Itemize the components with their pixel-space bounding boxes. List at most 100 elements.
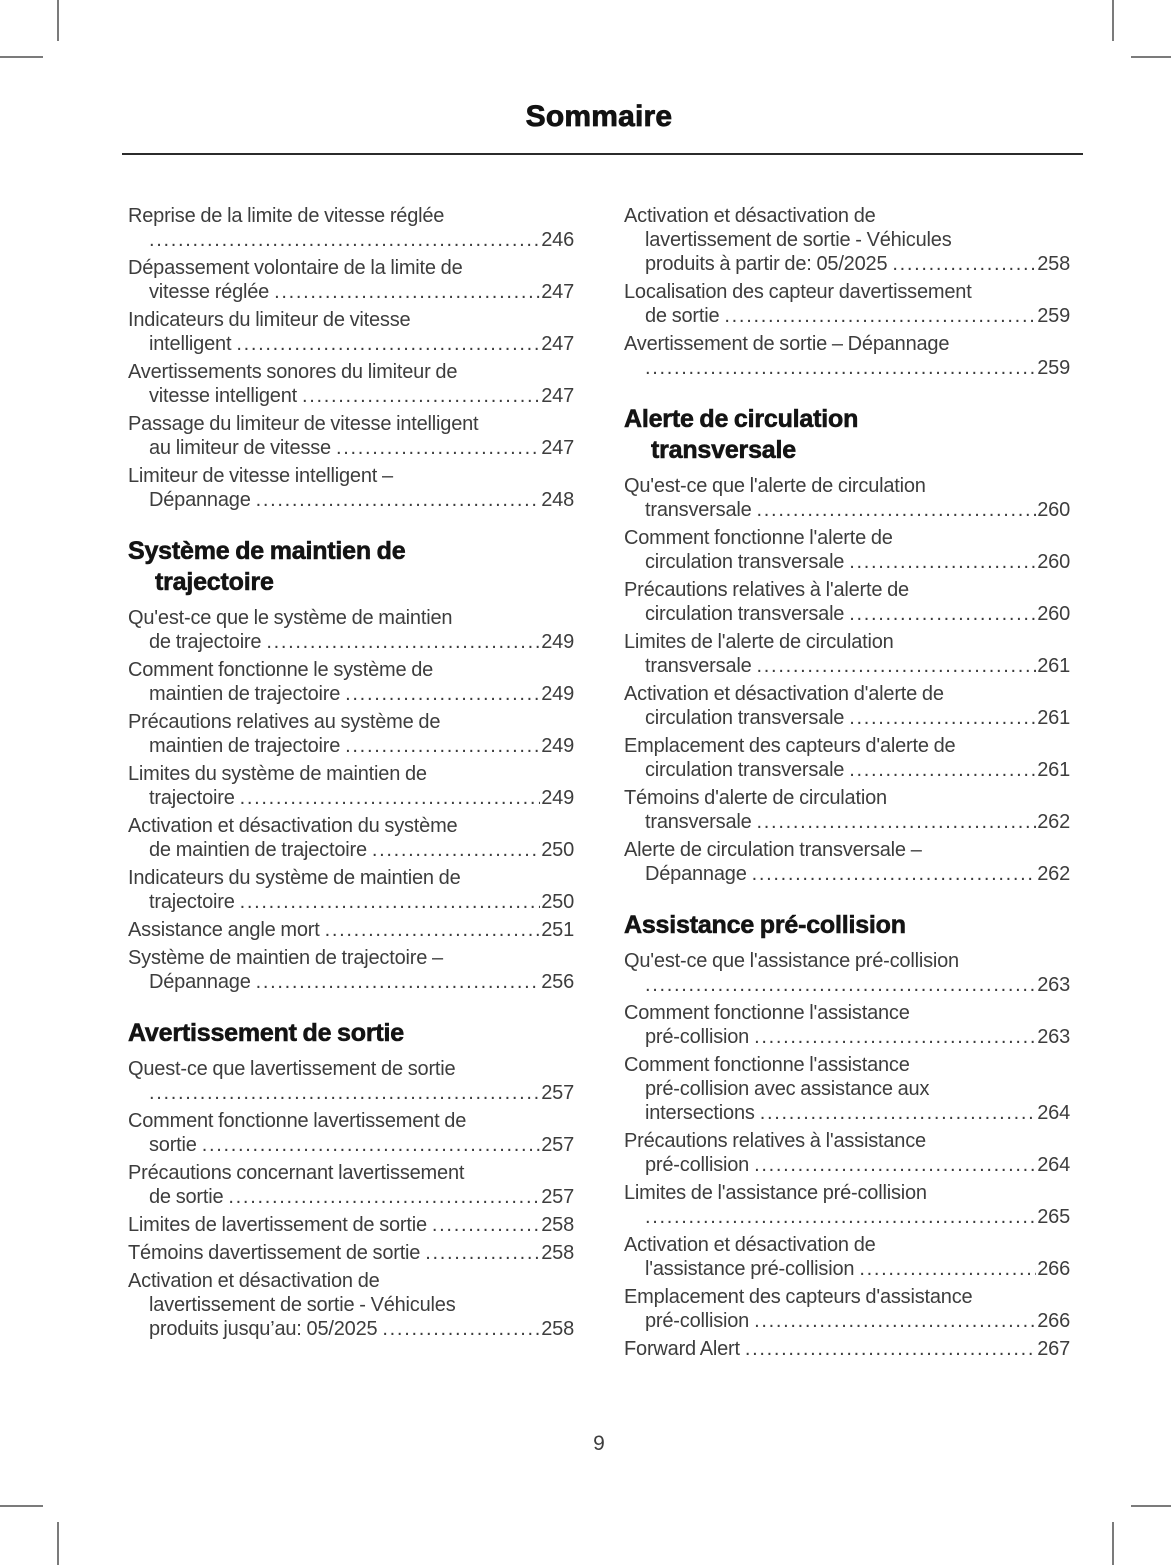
entry-text: vitesse intelligent [149, 385, 298, 407]
page-ref: 258 [1037, 253, 1070, 275]
entry-last-line: 263 [624, 973, 1070, 997]
dot-leader [849, 758, 1036, 782]
entry-last-line: intersections 264 [624, 1101, 1070, 1125]
page-ref: 259 [1037, 357, 1070, 379]
dot-leader [754, 1025, 1036, 1049]
crop-mark-bottom-left-vertical [57, 1522, 59, 1565]
entry-last-line: pré-collision 264 [624, 1153, 1070, 1177]
dot-leader [645, 973, 1036, 997]
dot-leader [754, 1153, 1036, 1177]
crop-mark-top-right-vertical [1112, 0, 1114, 41]
page-ref: 264 [1037, 1102, 1070, 1124]
entry-last-line: sortie 257 [128, 1133, 574, 1157]
table-of-contents: Reprise de la limite de vitesse réglée 24… [128, 204, 1070, 1361]
section-heading-line: Système de maintien de [128, 537, 406, 566]
page-ref: 260 [1037, 603, 1070, 625]
dot-leader [345, 734, 540, 758]
crop-mark-top-left-vertical [57, 0, 59, 41]
entry-last-line: circulation transversale 261 [624, 706, 1070, 730]
toc-entry: Avertissement de sortie – Dépannage 259 [624, 332, 1070, 380]
toc-entry: Reprise de la limite de vitesse réglée 24… [128, 204, 574, 252]
page-ref: 262 [1037, 811, 1070, 833]
entry-text-line: Qu'est-ce que le système de maintien [128, 607, 453, 629]
page-ref: 261 [1037, 707, 1070, 729]
page-ref: 259 [1037, 305, 1070, 327]
page-ref: 256 [541, 971, 574, 993]
entry-last-line: de maintien de trajectoire 250 [128, 838, 574, 862]
toc-entry: Comment fonctionne l'assistance pré-colli… [624, 1053, 1070, 1125]
crop-mark-top-left-horizontal [0, 56, 43, 58]
toc-column-right: Activation et désactivation de lavertisse… [624, 204, 1070, 1361]
entry-text-line: Limiteur de vitesse intelligent – [128, 465, 393, 487]
entry-text-line: Avertissements sonores du limiteur de [128, 361, 458, 383]
entry-text: l'assistance pré-collision [645, 1258, 855, 1280]
dot-leader [432, 1213, 540, 1237]
entry-text-line: lavertissement de sortie - Véhicules [149, 1294, 456, 1316]
toc-entry: Qu'est-ce que l'alerte de circulation tra… [624, 474, 1070, 522]
toc-entry: Activation et désactivation de lavertisse… [624, 204, 1070, 276]
toc-entry: Précautions relatives au système de maint… [128, 710, 574, 758]
page-ref: 248 [541, 489, 574, 511]
dot-leader [336, 436, 540, 460]
page-ref: 257 [541, 1186, 574, 1208]
dot-leader [228, 1185, 540, 1209]
entry-last-line: de sortie 259 [624, 304, 1070, 328]
entry-text: circulation transversale [645, 551, 845, 573]
entry-text-line: Activation et désactivation d'alerte de [624, 683, 944, 705]
dot-leader [757, 498, 1037, 522]
title-rule [122, 153, 1083, 155]
entry-last-line: circulation transversale 261 [624, 758, 1070, 782]
page-ref: 249 [541, 787, 574, 809]
toc-entry: Dépassement volontaire de la limite de vi… [128, 256, 574, 304]
toc-entry: Témoins davertissement de sortie 258 [128, 1241, 574, 1265]
entry-last-line: Assistance angle mort 251 [128, 918, 574, 942]
entry-last-line: Dépannage 262 [624, 862, 1070, 886]
toc-entry: Limites de lavertissement de sortie 258 [128, 1213, 574, 1237]
entry-last-line: Dépannage 248 [128, 488, 574, 512]
dot-leader [645, 356, 1036, 380]
entry-text: transversale [645, 655, 752, 677]
entry-text-line: Quest-ce que lavertissement de sortie [128, 1058, 456, 1080]
entry-text: Dépannage [149, 971, 251, 993]
entry-text: de sortie [645, 305, 720, 327]
page-ref: 247 [541, 281, 574, 303]
page-title: Sommaire [525, 100, 673, 134]
crop-mark-top-right-horizontal [1131, 56, 1171, 58]
entry-text-line: Comment fonctionne l'assistance [624, 1054, 910, 1076]
toc-entry: Précautions concernant lavertissement de … [128, 1161, 574, 1209]
toc-entry: Activation et désactivation de lavertisse… [128, 1269, 574, 1341]
entry-last-line: au limiteur de vitesse 247 [128, 436, 574, 460]
entry-text-line: Activation et désactivation de [624, 205, 876, 227]
entry-text-line: Activation et désactivation de [624, 1234, 876, 1256]
entry-text: au limiteur de vitesse [149, 437, 331, 459]
toc-entry: Quest-ce que lavertissement de sortie 257 [128, 1057, 574, 1105]
entry-text: de trajectoire [149, 631, 262, 653]
dot-leader [892, 252, 1036, 276]
entry-text: vitesse réglée [149, 281, 270, 303]
page-ref: 263 [1037, 1026, 1070, 1048]
entry-last-line: maintien de trajectoire 249 [128, 682, 574, 706]
page-ref: 258 [541, 1242, 574, 1264]
crop-mark-bottom-right-horizontal [1131, 1505, 1171, 1507]
dot-leader [849, 706, 1036, 730]
toc-entry: Témoins d'alerte de circulation transvers… [624, 786, 1070, 834]
dot-leader [382, 1317, 540, 1341]
entry-last-line: trajectoire 250 [128, 890, 574, 914]
page-ref: 247 [541, 333, 574, 355]
dot-leader [849, 602, 1036, 626]
entry-last-line: Forward Alert 267 [624, 1337, 1070, 1361]
entry-text: pré-collision [645, 1026, 750, 1048]
toc-entry: Indicateurs du système de maintien de tra… [128, 866, 574, 914]
section-heading: Alerte de circulation transversale [624, 404, 1070, 466]
toc-entry: Localisation des capteur davertissement d… [624, 280, 1070, 328]
toc-entry: Qu'est-ce que l'assistance pré-collision… [624, 949, 1070, 997]
entry-last-line: maintien de trajectoire 249 [128, 734, 574, 758]
dot-leader [754, 1309, 1036, 1333]
entry-text-line: Précautions relatives à l'alerte de [624, 579, 909, 601]
toc-entry: Comment fonctionne le système de maintien… [128, 658, 574, 706]
entry-last-line: circulation transversale 260 [624, 550, 1070, 574]
dot-leader [274, 280, 540, 304]
page-ref: 250 [541, 891, 574, 913]
entry-text-line: lavertissement de sortie - Véhicules [645, 229, 952, 251]
section-heading: Avertissement de sortie [128, 1018, 574, 1049]
